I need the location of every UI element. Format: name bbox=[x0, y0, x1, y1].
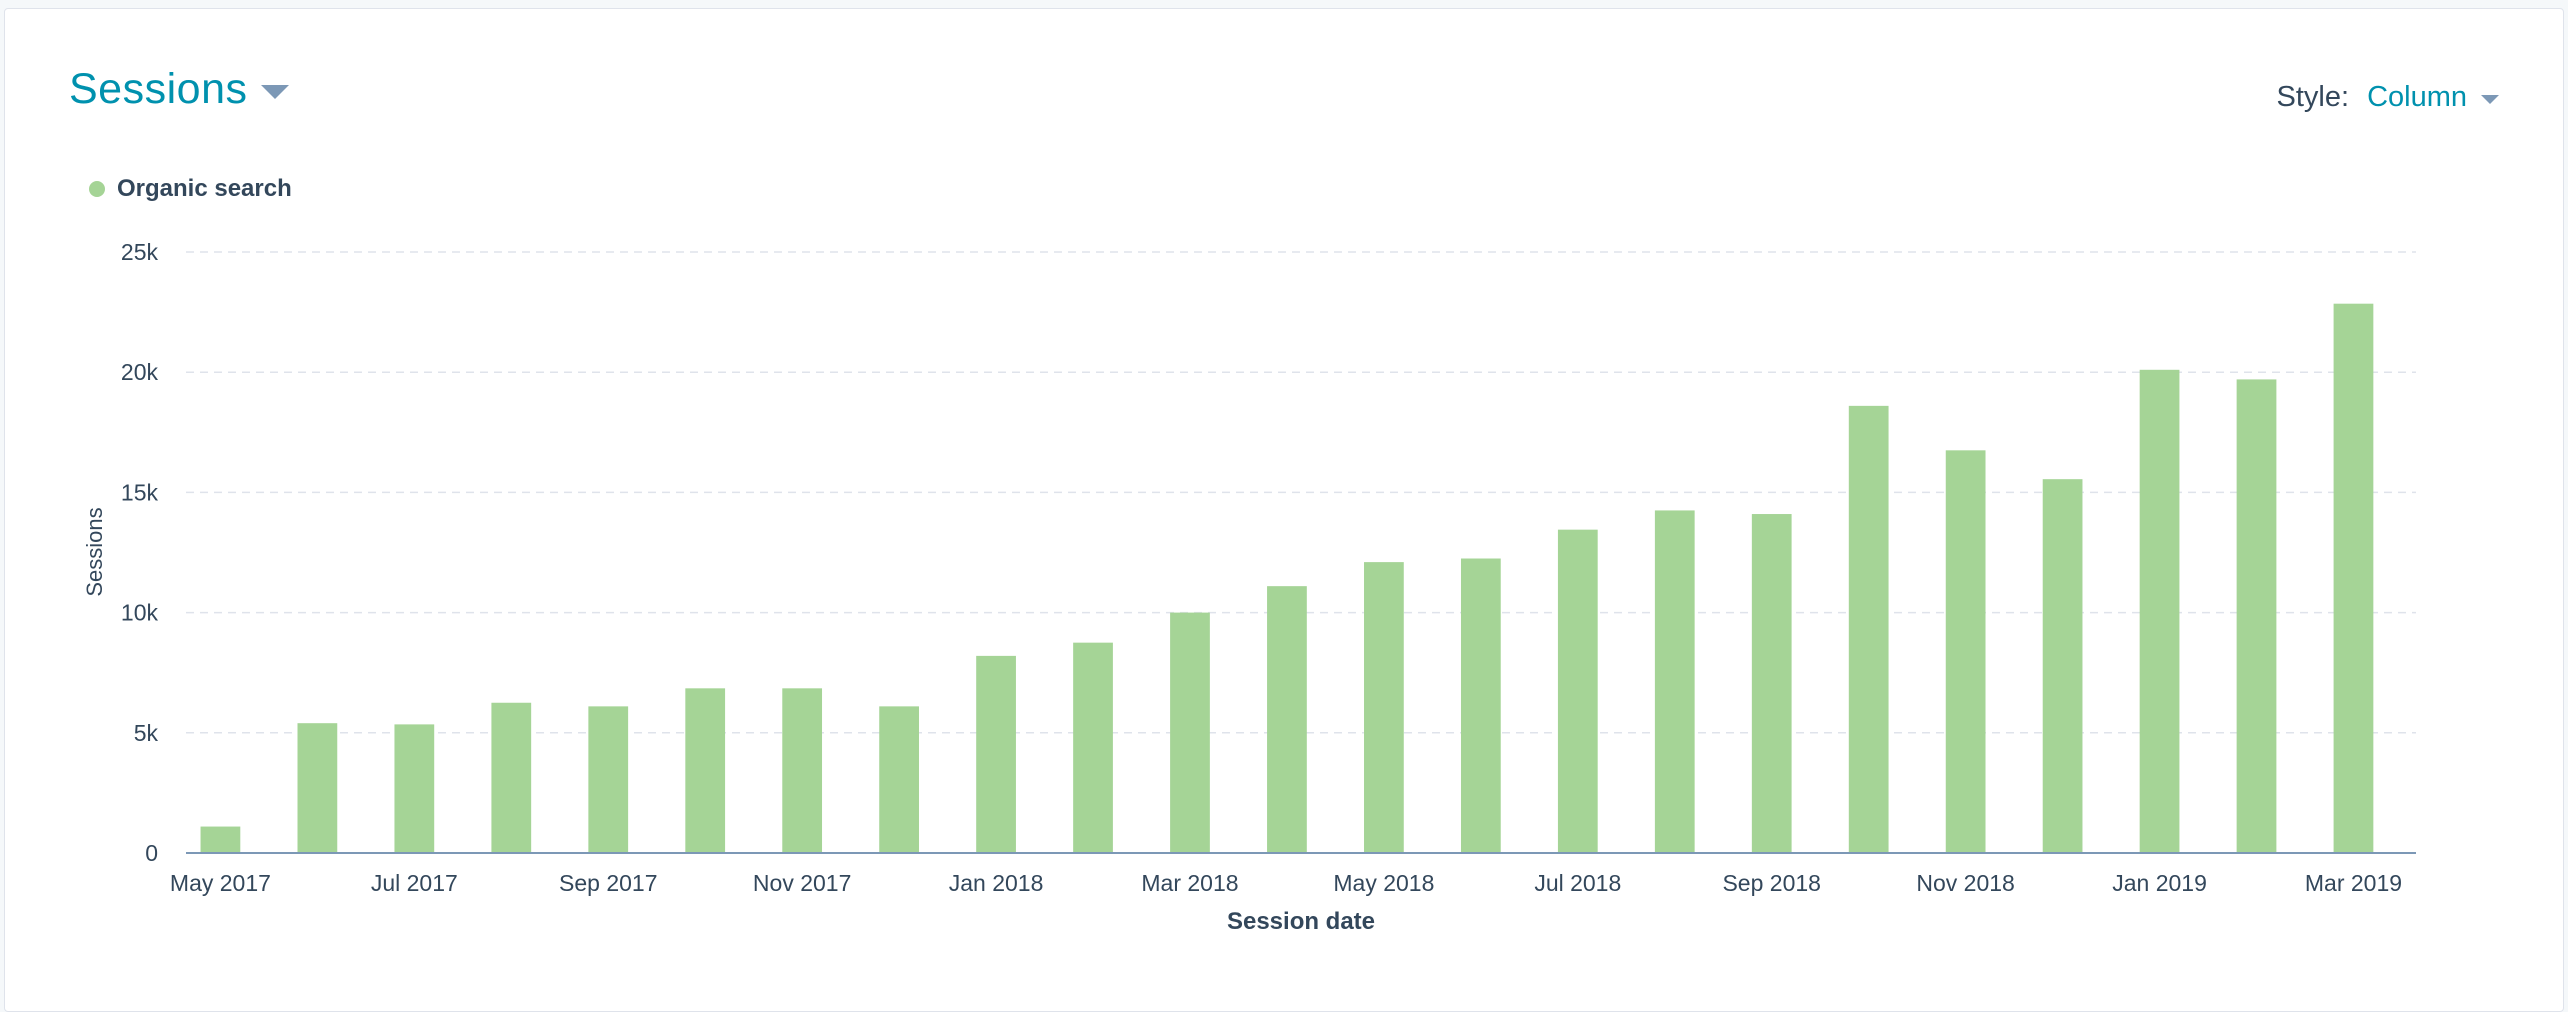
bar[interactable] bbox=[297, 723, 338, 853]
x-tick-label: Jan 2019 bbox=[2112, 870, 2207, 896]
x-tick-label: Mar 2019 bbox=[2305, 870, 2402, 896]
x-tick-label: May 2018 bbox=[1333, 870, 1434, 896]
bar[interactable] bbox=[976, 655, 1016, 853]
y-tick-label: 15k bbox=[121, 479, 159, 505]
x-tick-label: Jul 2018 bbox=[1534, 870, 1621, 896]
bar[interactable] bbox=[1751, 514, 1792, 853]
x-tick-label: Nov 2017 bbox=[753, 870, 851, 896]
bar[interactable] bbox=[2333, 303, 2374, 853]
bar[interactable] bbox=[1073, 642, 1113, 853]
y-tick-label: 25k bbox=[121, 239, 159, 265]
bar[interactable] bbox=[394, 724, 435, 853]
bar[interactable] bbox=[685, 688, 726, 853]
chevron-down-icon[interactable] bbox=[2481, 95, 2499, 104]
y-tick-label: 20k bbox=[121, 359, 159, 385]
bar[interactable] bbox=[2236, 379, 2277, 853]
bar[interactable] bbox=[782, 688, 823, 853]
bar[interactable] bbox=[1654, 510, 1695, 853]
bar[interactable] bbox=[2042, 479, 2083, 853]
report-title-dropdown[interactable]: Sessions bbox=[69, 65, 290, 114]
x-axis-title: Session date bbox=[1227, 908, 1375, 935]
report-title: Sessions bbox=[69, 65, 248, 113]
x-tick-label: Jan 2018 bbox=[949, 870, 1044, 896]
bar[interactable] bbox=[491, 702, 532, 853]
x-tick-label: Jul 2017 bbox=[371, 870, 458, 896]
x-tick-label: Sep 2018 bbox=[1722, 870, 1820, 896]
x-tick-label: May 2017 bbox=[170, 870, 271, 896]
chevron-down-icon[interactable] bbox=[261, 84, 290, 99]
bar[interactable] bbox=[2139, 369, 2180, 853]
bar[interactable] bbox=[879, 706, 919, 853]
y-tick-label: 10k bbox=[121, 600, 159, 626]
bar[interactable] bbox=[200, 826, 241, 853]
style-control: Style: Column bbox=[2277, 81, 2499, 114]
legend-swatch bbox=[89, 181, 105, 197]
bar[interactable] bbox=[1945, 450, 1986, 853]
legend-label[interactable]: Organic search bbox=[117, 175, 292, 202]
bar[interactable] bbox=[1364, 562, 1404, 853]
bar[interactable] bbox=[1848, 405, 1889, 853]
bar[interactable] bbox=[1460, 558, 1501, 853]
x-tick-label: Mar 2018 bbox=[1141, 870, 1238, 896]
bar[interactable] bbox=[1267, 586, 1307, 853]
bar[interactable] bbox=[1170, 612, 1210, 853]
chart-legend: Organic search bbox=[89, 175, 292, 203]
x-tick-label: Sep 2017 bbox=[559, 870, 657, 896]
style-label: Style: bbox=[2276, 81, 2350, 113]
y-axis-title: Sessions bbox=[82, 507, 107, 596]
style-dropdown[interactable]: Column bbox=[2367, 81, 2467, 113]
y-tick-label: 0 bbox=[145, 840, 158, 866]
bar[interactable] bbox=[1557, 529, 1598, 853]
y-tick-label: 5k bbox=[134, 720, 159, 746]
bar[interactable] bbox=[588, 706, 629, 853]
x-tick-label: Nov 2018 bbox=[1916, 870, 2014, 896]
